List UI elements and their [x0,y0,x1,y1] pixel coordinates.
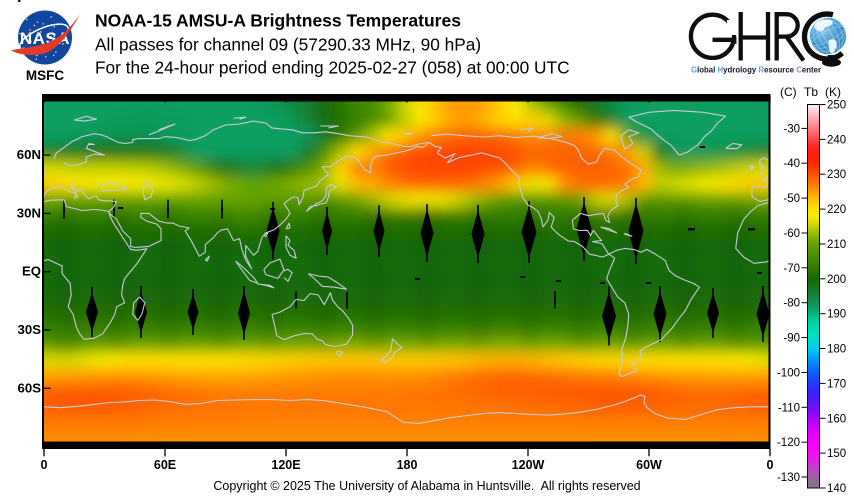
svg-text:170: 170 [827,378,846,390]
svg-text:180: 180 [827,344,846,356]
svg-text:200: 200 [827,274,846,286]
svg-text:60W: 60W [636,458,662,472]
svg-text:(K): (K) [825,85,841,99]
svg-text:-80: -80 [783,298,800,310]
svg-text:250: 250 [827,100,846,112]
svg-text:230: 230 [827,169,846,181]
svg-text:Tb: Tb [804,85,818,99]
svg-text:All passes for channel 09 (572: All passes for channel 09 (57290.33 MHz,… [95,35,481,55]
svg-text:240: 240 [827,134,846,146]
svg-text:140: 140 [827,483,846,495]
svg-text:-70: -70 [783,263,800,275]
svg-text:-130: -130 [777,472,800,484]
svg-text:-30: -30 [783,123,800,135]
svg-text:-60: -60 [783,228,800,240]
svg-text:160: 160 [827,413,846,425]
svg-text:60N: 60N [17,147,41,162]
svg-text:190: 190 [827,309,846,321]
svg-text:30N: 30N [17,205,41,220]
svg-text:180: 180 [397,458,418,472]
svg-text:NOAA-15 AMSU-A Brightness Temp: NOAA-15 AMSU-A Brightness Temperatures [95,11,461,31]
svg-text:0: 0 [41,458,48,472]
svg-text:EQ: EQ [22,264,41,279]
svg-text:60E: 60E [154,458,176,472]
svg-text:Global Hydrology Resource Cent: Global Hydrology Resource Center [691,65,822,75]
svg-text:MSFC: MSFC [26,68,64,83]
svg-text:60S: 60S [18,380,42,395]
svg-text:220: 220 [827,204,846,216]
svg-text:120E: 120E [271,458,300,472]
svg-text:Copyright © 2025 The Universit: Copyright © 2025 The University of Alaba… [213,479,640,493]
svg-text:-100: -100 [777,367,800,379]
svg-text:-110: -110 [778,402,800,414]
svg-text:-90: -90 [783,333,800,345]
svg-text:-120: -120 [777,437,800,449]
svg-text:0: 0 [767,458,774,472]
svg-text:-50: -50 [783,193,800,205]
svg-text:30S: 30S [18,322,42,337]
svg-text:120W: 120W [512,458,545,472]
svg-text:150: 150 [827,448,846,460]
svg-text:(C): (C) [780,85,797,99]
svg-text:For the 24-hour period ending: For the 24-hour period ending 2025-02-27… [95,58,570,78]
svg-text:-40: -40 [783,158,800,170]
svg-text:210: 210 [827,239,846,251]
